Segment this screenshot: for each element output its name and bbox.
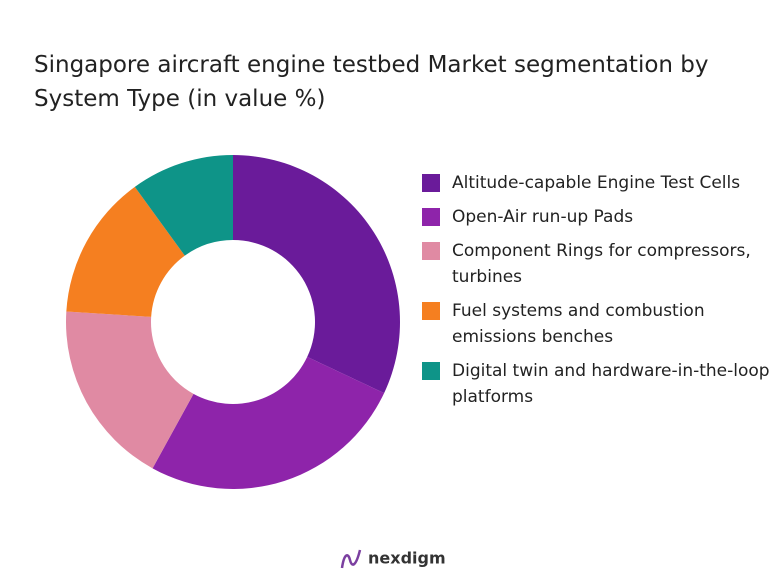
legend-swatch [422, 174, 440, 192]
logo-text: nexdigm [368, 548, 446, 568]
logo: nexdigm [340, 548, 446, 570]
legend-item: Component Rings for compressors, turbine… [422, 238, 772, 290]
legend: Altitude-capable Engine Test Cells Open-A… [422, 170, 772, 418]
donut-segment [233, 155, 400, 394]
legend-label: Altitude-capable Engine Test Cells [452, 173, 741, 193]
legend-label: Fuel systems and combustion emissions be… [452, 301, 705, 347]
legend-label: Component Rings for compressors, turbine… [452, 241, 751, 287]
legend-swatch [422, 362, 440, 380]
legend-label: Digital twin and hardware-in-the-loop pl… [452, 361, 770, 407]
legend-item: Open-Air run-up Pads [422, 204, 772, 230]
legend-swatch [422, 208, 440, 226]
legend-item: Digital twin and hardware-in-the-loop pl… [422, 358, 772, 410]
logo-icon [340, 549, 362, 569]
legend-label: Open-Air run-up Pads [452, 207, 634, 227]
donut-segment [134, 155, 233, 256]
donut-segment [152, 356, 385, 489]
legend-swatch [422, 302, 440, 320]
donut-segment [66, 186, 185, 317]
legend-item: Fuel systems and combustion emissions be… [422, 298, 772, 350]
legend-item: Altitude-capable Engine Test Cells [422, 170, 772, 196]
donut-segment [66, 311, 194, 469]
chart-title: Singapore aircraft engine testbed Market… [34, 52, 709, 112]
legend-swatch [422, 242, 440, 260]
